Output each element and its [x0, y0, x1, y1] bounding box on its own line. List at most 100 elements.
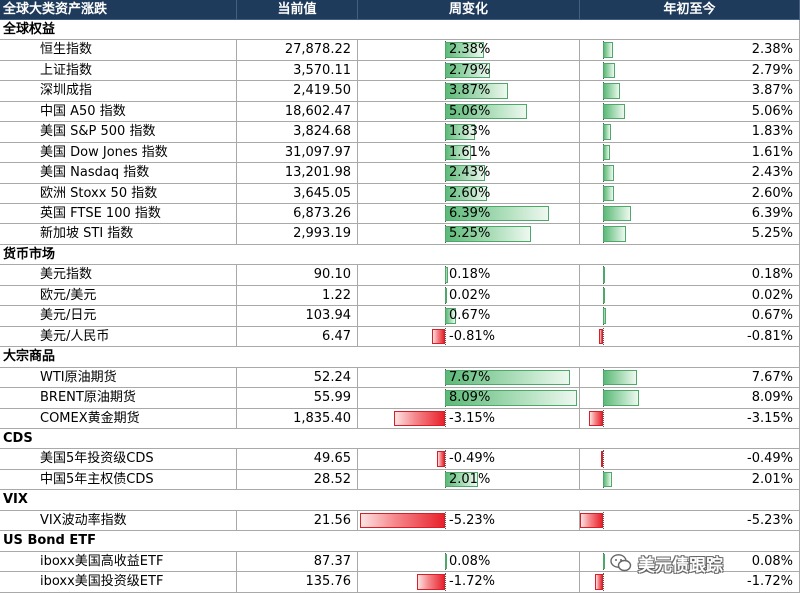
ytd-change-value: 8.09%: [751, 390, 793, 405]
zero-axis: [445, 450, 446, 468]
row-weekly-change: 2.38%: [358, 40, 580, 61]
ytd-bar: [599, 329, 603, 344]
weekly-bar: [445, 226, 531, 242]
row-ytd-change: 2.38%: [580, 40, 800, 61]
row-weekly-change: 5.06%: [358, 102, 580, 122]
weekly-bar: [445, 124, 475, 140]
ytd-bar: [603, 472, 612, 487]
ytd-bar: [603, 226, 627, 242]
row-name: VIX波动率指数: [0, 511, 237, 531]
weekly-bar: [445, 42, 484, 58]
ytd-change-value: 1.61%: [751, 145, 793, 160]
ytd-bar: [603, 390, 639, 406]
ytd-bar: [589, 411, 603, 426]
zero-axis: [603, 410, 604, 427]
weekly-bar: [445, 206, 550, 221]
weekly-change-value: 8.09%: [449, 390, 491, 405]
weekly-change-value: 6.39%: [449, 206, 491, 221]
ytd-bar: [603, 554, 605, 569]
row-current-value: 3,824.68: [237, 122, 358, 143]
ytd-change-value: 7.67%: [751, 370, 793, 385]
row-weekly-change: 2.43%: [358, 163, 580, 184]
weekly-change-value: -1.72%: [449, 574, 495, 589]
row-name: 恒生指数: [0, 40, 237, 61]
row-current-value: 90.10: [237, 265, 358, 286]
weekly-change-value: -0.81%: [449, 329, 495, 344]
weekly-bar: [445, 186, 488, 201]
row-name: 美元/日元: [0, 306, 237, 327]
row-name: BRENT原油期货: [0, 388, 237, 409]
header-weekly-change: 周变化: [358, 0, 580, 20]
ytd-bar: [603, 288, 605, 303]
ytd-bar: [603, 145, 611, 160]
ytd-bar: [603, 165, 614, 181]
row-name: 中国5年主权债CDS: [0, 470, 237, 490]
weekly-bar: [393, 411, 445, 426]
ytd-change-value: -3.15%: [747, 411, 793, 426]
weekly-change-value: 7.67%: [449, 370, 491, 385]
ytd-change-value: 5.06%: [751, 104, 793, 119]
ytd-change-value: 2.38%: [751, 42, 793, 57]
ytd-bar: [603, 104, 626, 119]
ytd-bar: [603, 370, 637, 385]
row-weekly-change: -3.15%: [358, 409, 580, 429]
row-name: iboxx美国高收益ETF: [0, 552, 237, 572]
ytd-change-value: 5.25%: [751, 226, 793, 241]
row-ytd-change: 2.79%: [580, 61, 800, 81]
ytd-change-value: 2.60%: [751, 186, 793, 201]
row-name: 上证指数: [0, 61, 237, 81]
weekly-bar: [445, 145, 472, 160]
weekly-bar: [445, 370, 571, 385]
weekly-bar: [445, 554, 447, 569]
wechat-icon: [610, 554, 632, 572]
weekly-bar: [445, 390, 577, 406]
weekly-bar: [445, 308, 456, 324]
row-name: WTI原油期货: [0, 368, 237, 388]
row-weekly-change: -1.72%: [358, 572, 580, 593]
row-name: iboxx美国投资级ETF: [0, 572, 237, 593]
row-ytd-change: -0.49%: [580, 449, 800, 470]
row-weekly-change: 0.18%: [358, 265, 580, 286]
row-current-value: 55.99: [237, 388, 358, 409]
row-ytd-change: 1.61%: [580, 143, 800, 163]
row-weekly-change: -0.49%: [358, 449, 580, 470]
row-ytd-change: 0.18%: [580, 265, 800, 286]
ytd-bar: [603, 63, 616, 78]
ytd-change-value: 6.39%: [751, 206, 793, 221]
zero-axis: [445, 328, 446, 345]
ytd-bar: [603, 308, 606, 324]
weekly-bar: [445, 472, 478, 487]
weekly-change-value: 1.61%: [449, 145, 491, 160]
ytd-change-value: 0.67%: [751, 308, 793, 323]
row-current-value: 18,602.47: [237, 102, 358, 122]
zero-axis: [603, 328, 604, 345]
row-weekly-change: 2.79%: [358, 61, 580, 81]
row-current-value: 135.76: [237, 572, 358, 593]
row-name: 欧洲 Stoxx 50 指数: [0, 184, 237, 204]
row-weekly-change: 6.39%: [358, 204, 580, 224]
row-name: 美元/人民币: [0, 327, 237, 347]
weekly-change-value: -3.15%: [449, 411, 495, 426]
weekly-change-value: 5.25%: [449, 226, 491, 241]
row-weekly-change: 2.60%: [358, 184, 580, 204]
zero-axis: [445, 410, 446, 427]
weekly-bar: [431, 329, 445, 344]
ytd-bar: [603, 186, 615, 201]
weekly-bar: [359, 513, 445, 528]
zero-axis: [603, 512, 604, 529]
row-weekly-change: 3.87%: [358, 81, 580, 102]
section-title: 全球权益: [0, 20, 800, 40]
row-name: COMEX黄金期货: [0, 409, 237, 429]
ytd-change-value: -1.72%: [747, 574, 793, 589]
ytd-change-value: 2.01%: [751, 472, 793, 487]
row-name: 新加坡 STI 指数: [0, 224, 237, 245]
row-current-value: 6.47: [237, 327, 358, 347]
row-weekly-change: 0.67%: [358, 306, 580, 327]
row-current-value: 6,873.26: [237, 204, 358, 224]
row-weekly-change: 7.67%: [358, 368, 580, 388]
zero-axis: [445, 573, 446, 591]
row-current-value: 3,645.05: [237, 184, 358, 204]
weekly-change-value: 2.38%: [449, 42, 491, 57]
row-weekly-change: 1.83%: [358, 122, 580, 143]
ytd-bar: [603, 267, 605, 283]
